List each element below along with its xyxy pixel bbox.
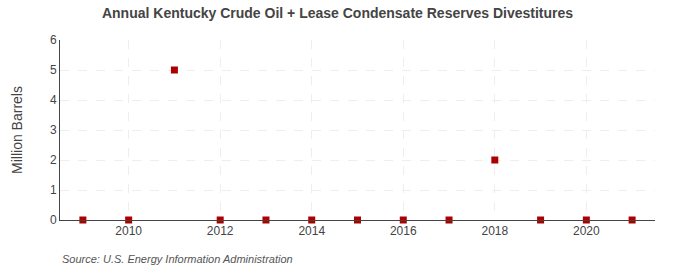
svg-text:2010: 2010 [115,224,142,238]
svg-text:4: 4 [50,93,57,107]
svg-text:2020: 2020 [573,224,600,238]
svg-text:2: 2 [50,153,57,167]
svg-text:Annual Kentucky Crude Oil + Le: Annual Kentucky Crude Oil + Lease Conden… [102,5,573,21]
svg-text:2016: 2016 [390,224,417,238]
svg-text:Source: U.S. Energy Informatio: Source: U.S. Energy Information Administ… [62,253,293,265]
svg-text:2018: 2018 [481,224,508,238]
svg-text:1: 1 [50,183,57,197]
svg-text:5: 5 [50,63,57,77]
svg-text:0: 0 [50,213,57,227]
svg-text:2012: 2012 [207,224,234,238]
svg-text:3: 3 [50,123,57,137]
svg-text:Million Barrels: Million Barrels [9,86,25,174]
svg-text:6: 6 [50,33,57,47]
svg-text:2014: 2014 [298,224,325,238]
